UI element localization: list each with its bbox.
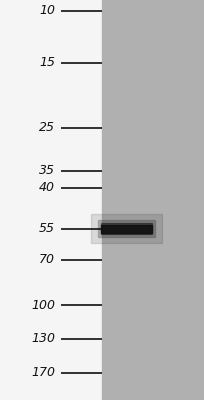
Text: 55: 55	[39, 222, 55, 235]
Text: 35: 35	[39, 164, 55, 177]
Bar	[91, 214, 162, 243]
Bar	[102, 0, 204, 400]
Bar	[0, 0, 102, 400]
Text: 25: 25	[39, 121, 55, 134]
Text: 40: 40	[39, 182, 55, 194]
Bar	[98, 220, 155, 237]
Text: 70: 70	[39, 253, 55, 266]
Text: 15: 15	[39, 56, 55, 69]
Bar	[101, 224, 152, 233]
Text: 100: 100	[31, 299, 55, 312]
Bar	[101, 223, 152, 234]
Text: 10: 10	[39, 4, 55, 17]
Text: 170: 170	[31, 366, 55, 380]
Text: 130: 130	[31, 332, 55, 345]
